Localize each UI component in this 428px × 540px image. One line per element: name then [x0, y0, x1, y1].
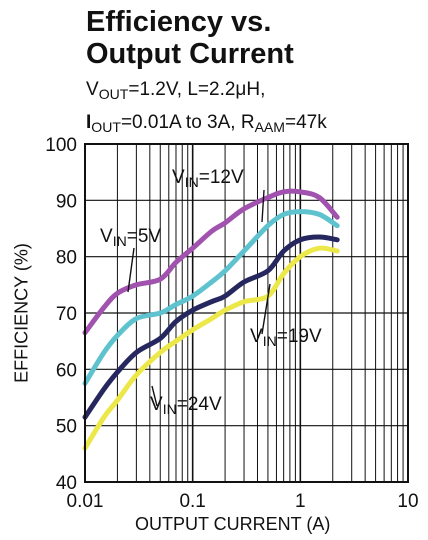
iout-subscript: OUT [91, 119, 121, 136]
y-tick-label: 90 [56, 191, 77, 212]
x-tick-label: 1 [295, 491, 306, 512]
x-axis-label: OUTPUT CURRENT (A) [135, 514, 331, 534]
x-tick-label: 10 [397, 491, 418, 512]
y-tick-label: 50 [56, 417, 77, 438]
vout-subscript: OUT [98, 86, 129, 103]
vout-symbol: V [86, 79, 99, 100]
y-tick-label: 60 [56, 360, 77, 381]
y-tick-label: 70 [56, 304, 77, 325]
series-line-vin5 [82, 188, 340, 336]
series-label-vin12-subscript: IN [184, 174, 199, 191]
series-label-vin19: VIN=19V [250, 326, 322, 348]
leader-line-vin24 [151, 385, 158, 407]
series-label-vin5-symbol: V [100, 226, 113, 247]
y-tick-label: 80 [56, 248, 77, 269]
leader-line-vin12 [261, 189, 265, 223]
series-line-vin19 [82, 234, 340, 420]
tick-labels-group: 40 50 60 70 80 90 100 0.01 0.1 1 10 [45, 135, 418, 512]
series-label-vin24: VIN=24V [150, 394, 222, 416]
y-tick-label: 40 [56, 473, 77, 494]
raam-value-text: =47k [285, 112, 327, 133]
series-label-vin24-subscript: IN [162, 401, 177, 418]
series-label-vin19-value: =19V [276, 326, 322, 347]
x-tick-label: 0.01 [67, 491, 104, 512]
series-label-vin5-value: =5V [126, 226, 162, 247]
iout-symbol: I [86, 112, 92, 133]
vout-value-text: =1.2V, L=2.2μH, [128, 79, 266, 100]
series-label-vin24-symbol: V [150, 394, 163, 415]
series-label-vin19-symbol: V [250, 326, 263, 347]
series-label-vin12: VIN=12V [172, 167, 244, 189]
series-line-vin12 [82, 209, 340, 386]
series-label-vin12-symbol: V [172, 167, 185, 188]
chart-grid [85, 144, 408, 482]
iout-range-text: =0.01A to 3A, R [120, 112, 255, 133]
test-conditions-line-2: IOUT=0.01A to 3A, RAAM=47k [86, 112, 327, 134]
chart-series-group [82, 188, 340, 451]
chart-title-line-2: Output Current [86, 38, 294, 70]
leader-line-vin19 [261, 283, 271, 335]
series-label-vin12-value: =12V [198, 167, 244, 188]
series-label-vin5-subscript: IN [112, 233, 127, 250]
series-label-vin24-value: =24V [176, 394, 222, 415]
series-line-vin24 [82, 245, 340, 451]
y-axis-label: EFFICIENCY (%) [11, 243, 32, 383]
series-label-vin5: VIN=5V [100, 226, 161, 248]
y-tick-label: 100 [45, 135, 77, 156]
x-tick-label: 0.1 [179, 491, 205, 512]
leader-line-vin5 [127, 247, 135, 293]
raam-subscript: AAM [254, 119, 286, 136]
test-conditions-line-1: VOUT=1.2V, L=2.2μH, [86, 79, 265, 101]
plot-frame [84, 143, 409, 483]
series-label-vin19-subscript: IN [262, 333, 277, 350]
chart-title-line-1: Efficiency vs. [86, 6, 272, 38]
